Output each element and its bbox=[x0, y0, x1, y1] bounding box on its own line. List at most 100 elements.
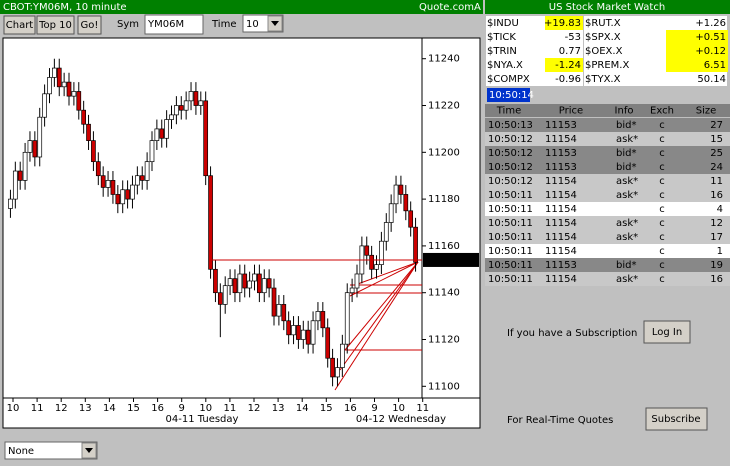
candle-body bbox=[130, 184, 135, 200]
candle-body bbox=[403, 194, 409, 212]
trade-exch: c bbox=[659, 148, 665, 159]
candle-body bbox=[349, 287, 355, 294]
candle-body bbox=[383, 222, 389, 242]
toolbar-button[interactable] bbox=[36, 15, 75, 35]
sym-input[interactable] bbox=[144, 14, 204, 35]
login-button[interactable] bbox=[643, 320, 691, 344]
watch-symbol: $SPX.X bbox=[585, 32, 621, 43]
candle-body bbox=[100, 175, 106, 188]
trade-exch: c bbox=[659, 204, 665, 215]
watch-symbol: $TICK bbox=[487, 32, 516, 43]
arrow-icon bbox=[85, 448, 93, 453]
trades-column: Time bbox=[496, 106, 521, 117]
candle-body bbox=[217, 292, 223, 305]
trade-info: ask* bbox=[616, 218, 638, 229]
watch-cell bbox=[584, 72, 727, 86]
watch-value: -53 bbox=[565, 32, 581, 43]
toolbar-button[interactable] bbox=[77, 15, 102, 35]
indicator-select[interactable] bbox=[4, 441, 98, 460]
y-tick-label: 11240 bbox=[428, 54, 460, 65]
candle-body bbox=[203, 100, 209, 177]
candle-body bbox=[408, 210, 414, 228]
trade-size: 17 bbox=[710, 232, 723, 243]
watch-cell bbox=[486, 44, 583, 58]
trade-time: 10:50:11 bbox=[488, 246, 533, 257]
candle-body bbox=[154, 128, 160, 141]
candle-body bbox=[71, 91, 77, 97]
candle-body bbox=[149, 140, 155, 163]
trade-row bbox=[485, 272, 730, 286]
candle-body bbox=[388, 203, 394, 223]
toolbar-button[interactable] bbox=[3, 15, 36, 35]
candle-body bbox=[91, 140, 96, 163]
trade-exch: c bbox=[659, 190, 665, 201]
trade-exch: c bbox=[659, 134, 665, 145]
trade-exch: c bbox=[659, 246, 665, 257]
candle-body bbox=[325, 327, 331, 359]
candle-body bbox=[61, 81, 67, 88]
candle-body bbox=[144, 161, 150, 181]
candle-body bbox=[208, 175, 213, 270]
subscription-text: If you have a Subscription bbox=[507, 328, 637, 339]
trade-info: ask* bbox=[616, 176, 638, 187]
x-tick-label: 11 bbox=[416, 403, 429, 414]
trade-size: 16 bbox=[710, 190, 723, 201]
watch-value: +1.26 bbox=[695, 18, 726, 29]
watch-symbol: $TRIN bbox=[487, 46, 517, 57]
trade-row bbox=[485, 146, 730, 160]
candle-body bbox=[81, 109, 87, 125]
candle-body bbox=[164, 119, 169, 139]
candle-body bbox=[237, 273, 243, 294]
watch-symbol: $INDU bbox=[487, 18, 519, 29]
candle-body bbox=[315, 311, 321, 322]
x-tick-label: 15 bbox=[320, 403, 333, 414]
candle-body bbox=[281, 304, 287, 322]
arrow-icon bbox=[271, 21, 279, 26]
watch-highlight bbox=[545, 16, 583, 30]
realtime-text: For Real-Time Quotes bbox=[507, 415, 613, 426]
trade-size: 12 bbox=[710, 218, 723, 229]
watch-value: -1.24 bbox=[555, 60, 581, 71]
trade-info: bid* bbox=[616, 120, 636, 131]
candle-body bbox=[115, 194, 121, 205]
candle-body bbox=[169, 114, 174, 120]
trade-row bbox=[485, 174, 730, 188]
watch-symbol: $OEX.X bbox=[585, 46, 623, 57]
candle-body bbox=[354, 273, 360, 289]
trade-row bbox=[485, 202, 730, 216]
button-label: Top 10 bbox=[38, 20, 72, 31]
title: CBOT:YM06M, 10 minute bbox=[3, 2, 127, 13]
source: Quote.com bbox=[419, 2, 474, 13]
trade-size: 24 bbox=[710, 162, 723, 173]
candle-body bbox=[335, 367, 340, 378]
candle-body bbox=[95, 161, 101, 177]
candle-body bbox=[305, 329, 311, 345]
watch-value: +19.83 bbox=[544, 18, 581, 29]
candle-body bbox=[198, 100, 204, 106]
watch-symbol: $TYX.X bbox=[585, 74, 621, 85]
trade-row bbox=[485, 258, 730, 272]
trade-price: 11154 bbox=[545, 246, 577, 257]
candle-body bbox=[47, 77, 52, 95]
candle-body bbox=[300, 329, 306, 340]
last-price-box bbox=[423, 252, 479, 267]
trade-exch: c bbox=[659, 176, 665, 187]
watch-highlight bbox=[666, 30, 728, 44]
candle-body bbox=[369, 254, 374, 270]
candle-body bbox=[310, 320, 316, 345]
watch-value: +0.12 bbox=[695, 46, 726, 57]
trade-info: ask* bbox=[616, 274, 638, 285]
trade-info: bid* bbox=[616, 148, 636, 159]
watch-symbol: $PREM.X bbox=[585, 60, 629, 71]
time-value: 10 bbox=[246, 19, 259, 30]
candle-body bbox=[17, 170, 23, 181]
candle-body bbox=[110, 180, 116, 195]
trade-exch: c bbox=[659, 120, 665, 131]
trade-time: 10:50:12 bbox=[488, 176, 533, 187]
clock: 10:50:14 bbox=[489, 90, 534, 101]
watch-value: -0.96 bbox=[555, 74, 581, 85]
subscribe-button[interactable] bbox=[645, 407, 708, 431]
trades-column: Price bbox=[559, 106, 583, 117]
x-tick-label: 11 bbox=[224, 403, 237, 414]
title-bar bbox=[0, 0, 483, 14]
